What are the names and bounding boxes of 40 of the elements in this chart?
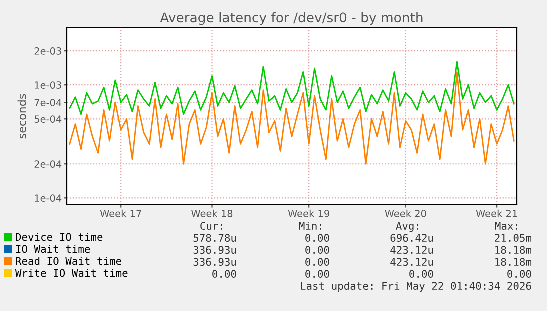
text: 0.00	[306, 270, 330, 278]
legend-label: Device IO time	[16, 233, 103, 242]
text: Max:	[495, 222, 518, 230]
text: 578.78u	[194, 234, 236, 242]
x-tick-label: Week 17	[100, 210, 142, 218]
x-tick-label: Week 20	[385, 210, 426, 218]
text: Avg:	[396, 222, 418, 232]
text: 0.00	[306, 258, 330, 266]
text: 423.12u	[390, 258, 434, 266]
text: 0.00	[306, 234, 330, 242]
text: 336.93u	[194, 246, 236, 254]
text: 423.12u	[390, 246, 434, 254]
text: 0.00	[306, 246, 330, 254]
text: Min:	[299, 222, 322, 230]
y-axis-title: seconds	[18, 94, 26, 139]
text: 696.42u	[390, 234, 434, 242]
y-tick-label: 2e-03	[34, 48, 62, 55]
y-tick-label: 1e-04	[35, 194, 62, 202]
y-tick-label: 5e-04	[34, 116, 62, 123]
legend-label: IO Wait time	[16, 245, 90, 254]
y-tick-label: 7e-04	[34, 99, 62, 106]
text: 18.18m	[496, 258, 532, 266]
text: 0.00	[212, 270, 236, 278]
x-tick-label: Week 18	[192, 210, 233, 218]
x-tick-label: Week 19	[288, 210, 330, 218]
text: 0.00	[508, 270, 532, 278]
x-tick-label: Week 21	[476, 210, 518, 218]
line-series	[69, 61, 515, 116]
line-series	[69, 72, 515, 165]
chart-title: Average latency for /dev/sr0 - by month	[160, 12, 423, 26]
legend-label: Read IO Wait time	[16, 257, 122, 266]
text: Last update: Fri May 22 01:40:34 2026	[301, 282, 532, 292]
text: 18.18m	[496, 246, 532, 254]
legend-label: Write IO Wait time	[15, 269, 128, 278]
y-tick-label: 2e-04	[34, 160, 62, 168]
text: 21.05m	[495, 234, 532, 242]
text: Cur:	[200, 222, 222, 230]
text: 0.00	[410, 270, 434, 278]
y-tick-label: 1e-03	[35, 82, 62, 89]
text: 336.93u	[194, 258, 236, 266]
